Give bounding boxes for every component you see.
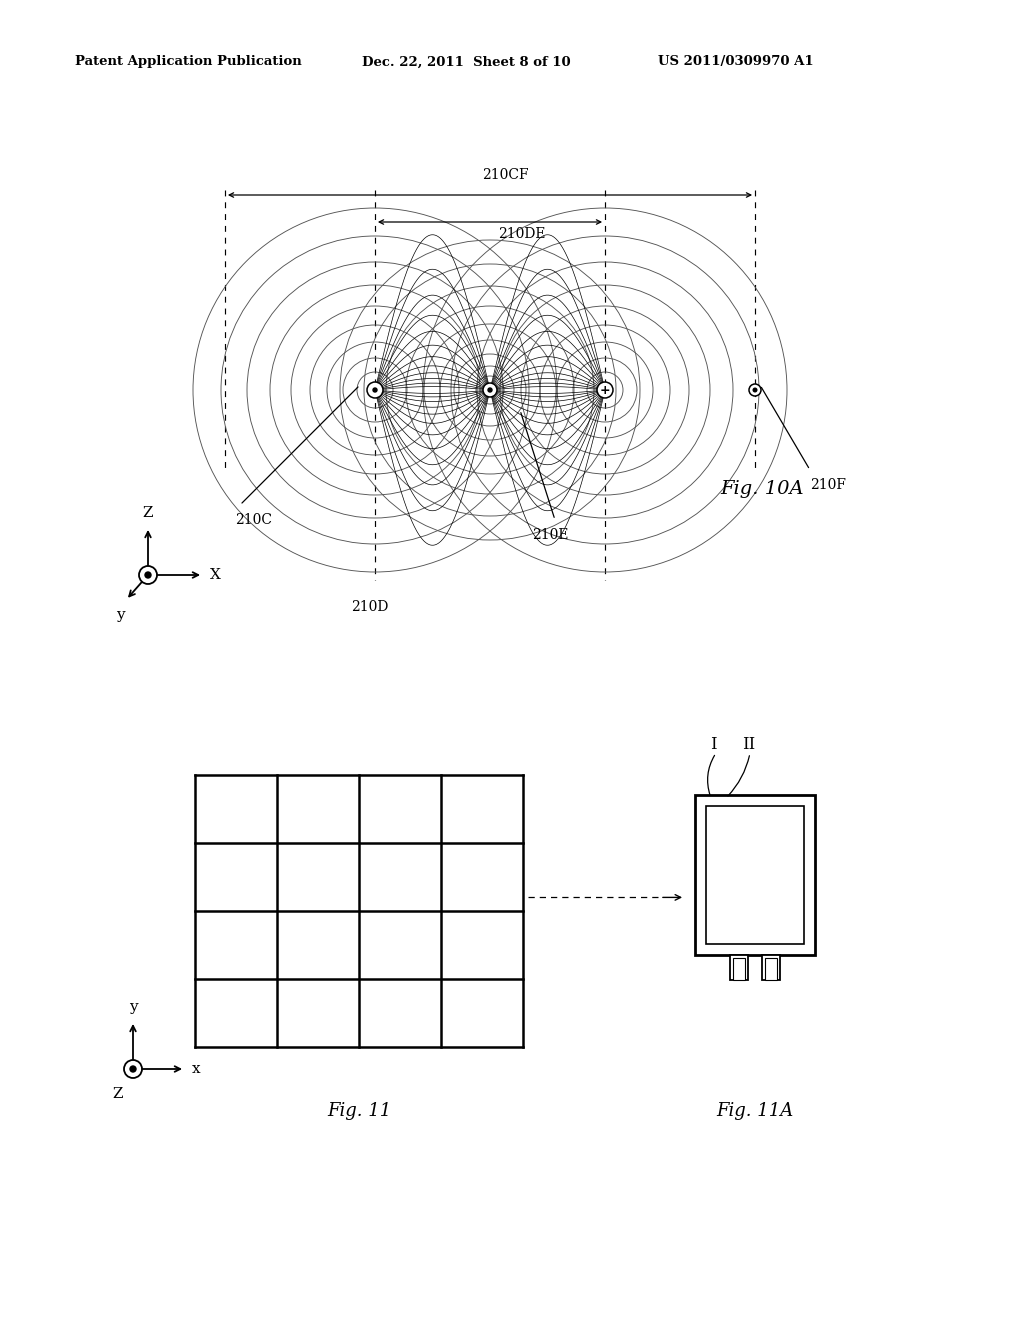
Text: 210E: 210E — [531, 528, 568, 543]
Bar — [730, 954, 748, 979]
Circle shape — [754, 388, 757, 392]
Circle shape — [597, 381, 613, 399]
Text: Fig. 11: Fig. 11 — [327, 1102, 391, 1119]
Circle shape — [139, 566, 157, 583]
Circle shape — [483, 383, 497, 397]
Circle shape — [488, 388, 492, 392]
Text: Fig. 11A: Fig. 11A — [717, 1102, 794, 1119]
Bar — [733, 958, 745, 979]
Circle shape — [145, 572, 151, 578]
Text: 210F: 210F — [810, 478, 846, 492]
Circle shape — [124, 1060, 142, 1078]
Bar — [706, 807, 804, 944]
Text: 210C: 210C — [234, 513, 272, 527]
Text: Dec. 22, 2011  Sheet 8 of 10: Dec. 22, 2011 Sheet 8 of 10 — [362, 55, 570, 69]
Bar — [765, 958, 777, 979]
Text: Fig. 10A: Fig. 10A — [720, 480, 804, 498]
Circle shape — [130, 1067, 136, 1072]
Text: x: x — [193, 1063, 201, 1076]
Text: y: y — [129, 1001, 137, 1014]
Text: Patent Application Publication: Patent Application Publication — [75, 55, 302, 69]
Text: I: I — [710, 737, 717, 752]
Circle shape — [749, 384, 761, 396]
Text: Z: Z — [113, 1086, 123, 1101]
Text: US 2011/0309970 A1: US 2011/0309970 A1 — [658, 55, 814, 69]
Text: 210CF: 210CF — [481, 168, 528, 182]
Text: II: II — [742, 737, 756, 752]
Circle shape — [367, 381, 383, 399]
Text: y: y — [116, 609, 124, 622]
Circle shape — [373, 388, 377, 392]
Text: Z: Z — [142, 506, 154, 520]
Text: 210DE: 210DE — [498, 227, 546, 242]
Text: +: + — [600, 384, 610, 396]
Text: 210D: 210D — [351, 601, 389, 614]
Text: X: X — [210, 568, 221, 582]
Bar — [695, 795, 815, 954]
Bar — [762, 954, 780, 979]
